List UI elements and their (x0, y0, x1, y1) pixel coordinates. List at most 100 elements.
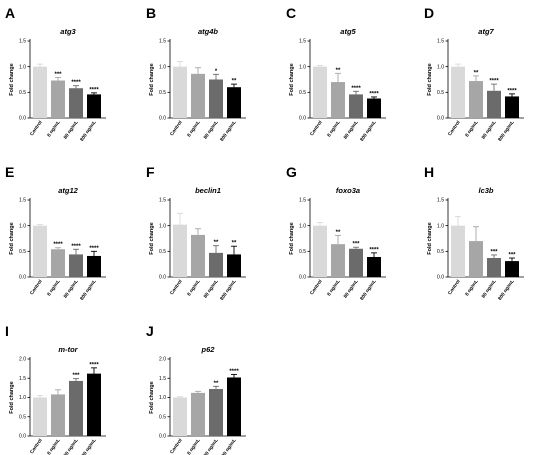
x-tick-label: 80 ng/mL (481, 120, 498, 141)
y-tick-label: 0.0 (159, 275, 166, 281)
bar (51, 80, 65, 118)
significance-label: **** (507, 88, 517, 94)
x-tick-label: Control (169, 438, 184, 455)
x-tick-label: 800 ng/mL (359, 120, 378, 143)
x-tick-label: 80 ng/mL (343, 120, 360, 141)
x-tick-label: 8 ng/mL (186, 438, 202, 455)
chart-title: atg5 (340, 27, 356, 36)
significance-label: ** (336, 68, 341, 74)
significance-label: ** (232, 79, 237, 85)
significance-label: *** (490, 249, 498, 255)
x-tick-label: 80 ng/mL (63, 438, 80, 455)
y-tick-label: 1.0 (19, 395, 26, 401)
bar (173, 224, 187, 277)
chart-title: m-tor (58, 345, 78, 354)
x-tick-label: Control (169, 120, 184, 137)
bar (451, 225, 465, 277)
y-tick-label: 2.0 (159, 357, 166, 363)
bar (331, 244, 345, 277)
bar (349, 94, 363, 118)
y-tick-label: 1.0 (19, 64, 26, 70)
y-tick-label: 1.5 (159, 39, 166, 45)
chart-title: foxo3a (336, 186, 360, 195)
y-tick-label: 1.5 (19, 39, 26, 45)
y-tick-label: 0.5 (159, 90, 166, 96)
significance-label: ** (232, 241, 237, 247)
chart-title: p62 (201, 345, 216, 354)
panel-label: A (5, 5, 15, 21)
chart-title: atg4b (198, 27, 218, 36)
panel-label: B (146, 5, 156, 21)
x-tick-label: 800 ng/mL (79, 120, 98, 143)
y-tick-label: 1.5 (437, 39, 444, 45)
y-tick-label: 1.5 (19, 198, 26, 204)
chart-title: lc3b (478, 186, 493, 195)
bar (227, 87, 241, 118)
x-tick-label: 8 ng/mL (46, 438, 62, 455)
bar (451, 66, 465, 118)
y-tick-label: 0.5 (299, 249, 306, 255)
panel-label: E (5, 164, 14, 180)
x-tick-label: 8 ng/mL (186, 279, 202, 298)
y-tick-label: 1.0 (437, 64, 444, 70)
x-tick-label: Control (447, 279, 462, 296)
bar (69, 254, 83, 277)
y-tick-label: 1.0 (299, 223, 306, 229)
significance-label: ** (214, 240, 219, 246)
bar (33, 397, 47, 436)
x-tick-label: Control (29, 279, 44, 296)
bar (87, 255, 101, 277)
bar (313, 225, 327, 277)
x-tick-label: 800 ng/mL (219, 279, 238, 302)
y-tick-label: 1.0 (159, 64, 166, 70)
x-tick-label: 8 ng/mL (46, 279, 62, 298)
y-tick-label: 0.0 (437, 116, 444, 122)
significance-label: **** (71, 80, 81, 86)
bar (349, 248, 363, 277)
y-tick-label: 0.5 (19, 414, 26, 420)
bar (173, 397, 187, 436)
bar (469, 241, 483, 277)
significance-label: *** (54, 72, 62, 78)
x-tick-label: 8 ng/mL (326, 120, 342, 139)
y-tick-label: 0.5 (437, 90, 444, 96)
bar (487, 258, 501, 277)
significance-label: **** (489, 79, 499, 85)
panel-label: G (286, 164, 297, 180)
x-tick-label: Control (447, 120, 462, 137)
bar (209, 79, 223, 118)
bar (191, 234, 205, 277)
x-tick-label: 80 ng/mL (203, 279, 220, 300)
bar (469, 81, 483, 118)
y-tick-label: 0.0 (299, 116, 306, 122)
significance-label: **** (229, 369, 239, 375)
y-axis-label: Fold change (289, 222, 295, 254)
bar (191, 73, 205, 118)
y-tick-label: 1.5 (159, 198, 166, 204)
x-tick-label: 80 ng/mL (63, 279, 80, 300)
significance-label: **** (89, 246, 99, 252)
x-tick-label: 8 ng/mL (464, 279, 480, 298)
y-axis-label: Fold change (149, 63, 155, 95)
y-axis-label: Fold change (9, 381, 15, 413)
bar (69, 88, 83, 118)
significance-label: **** (71, 244, 81, 250)
y-tick-label: 0.0 (437, 275, 444, 281)
bar (505, 96, 519, 118)
x-tick-label: 8 ng/mL (186, 120, 202, 139)
x-tick-label: 80 ng/mL (63, 120, 80, 141)
y-axis-label: Fold change (289, 63, 295, 95)
y-tick-label: 1.0 (437, 223, 444, 229)
y-tick-label: 0.5 (159, 249, 166, 255)
x-tick-label: 8 ng/mL (46, 120, 62, 139)
significance-label: **** (369, 247, 379, 253)
bar (331, 82, 345, 118)
y-axis-label: Fold change (149, 222, 155, 254)
bar (33, 225, 47, 277)
